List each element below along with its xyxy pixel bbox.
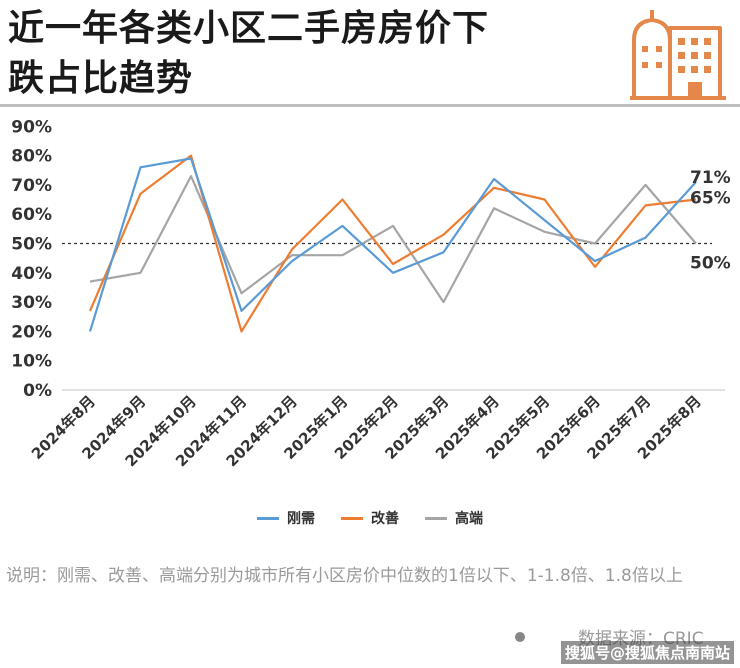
line-chart: 0%10%20%30%40%50%60%70%80%90%2024年8月2024… (11, 117, 731, 470)
end-value-label: 65% (690, 189, 731, 209)
chart-note: 说明：刚需、改善、高端分别为城市所有小区房价中位数的1倍以下、1-1.8倍、1.… (6, 566, 683, 586)
title-line-2: 跌占比趋势 (8, 58, 194, 99)
y-tick-label: 30% (11, 293, 52, 313)
y-tick-label: 20% (11, 322, 52, 342)
y-tick-label: 0% (23, 381, 52, 401)
reference-line-label: 50% (690, 254, 731, 274)
legend-swatch-gangxu (257, 516, 279, 520)
series-line-2 (89, 174, 697, 304)
legend-item-gaishan: 改善 (341, 508, 399, 528)
series-line-1 (88, 154, 697, 333)
y-tick-label: 40% (11, 264, 52, 284)
y-tick-label: 10% (11, 352, 52, 372)
legend: 刚需 改善 高端 (0, 508, 740, 528)
legend-swatch-gaoduan (425, 516, 447, 520)
legend-item-gaoduan: 高端 (425, 508, 483, 528)
watermark: 搜狐号@搜狐焦点南南站 (560, 641, 734, 664)
series-line-0 (88, 157, 697, 332)
legend-item-gangxu: 刚需 (257, 508, 315, 528)
source-bullet (515, 632, 525, 642)
y-tick-label: 60% (11, 205, 52, 225)
y-tick-label: 70% (11, 176, 52, 196)
chart-title: 近一年各类小区二手房房价下 跌占比趋势 (8, 4, 608, 104)
title-divider (0, 104, 740, 107)
y-tick-label: 90% (11, 117, 52, 137)
y-tick-label: 50% (11, 235, 52, 255)
legend-swatch-gaishan (341, 516, 363, 520)
legend-label-gangxu: 刚需 (287, 511, 315, 527)
end-value-label: 71% (690, 168, 731, 188)
title-line-1: 近一年各类小区二手房房价下 (8, 8, 490, 49)
legend-label-gaishan: 改善 (371, 511, 399, 527)
building-icon (630, 10, 726, 100)
y-tick-label: 80% (11, 147, 52, 167)
legend-label-gaoduan: 高端 (455, 511, 483, 527)
